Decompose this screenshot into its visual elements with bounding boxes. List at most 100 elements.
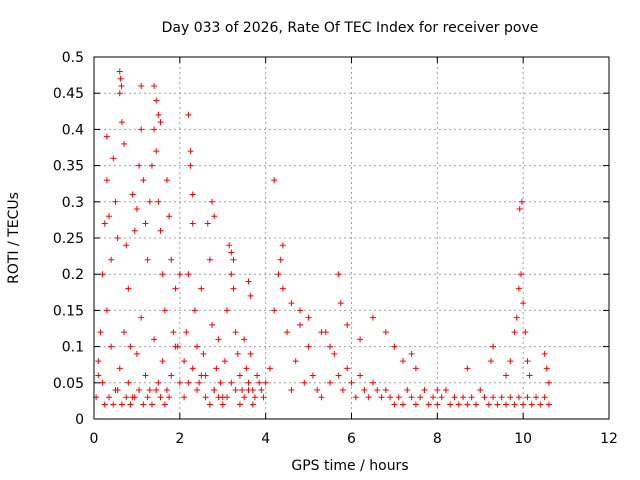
data-point bbox=[239, 387, 246, 394]
x-tick-label: 10 bbox=[514, 431, 532, 447]
x-tick-label: 0 bbox=[90, 431, 99, 447]
data-point bbox=[117, 75, 124, 82]
data-point bbox=[144, 256, 151, 263]
data-point bbox=[400, 401, 406, 408]
data-point bbox=[337, 300, 344, 307]
data-point bbox=[206, 256, 213, 263]
data-point bbox=[151, 82, 158, 89]
data-point bbox=[108, 256, 115, 263]
data-point bbox=[297, 307, 303, 314]
x-tick-label: 12 bbox=[600, 431, 618, 447]
data-point bbox=[455, 401, 462, 408]
data-point bbox=[318, 394, 325, 401]
x-axis-label: GPS time / hours bbox=[291, 458, 408, 474]
data-point bbox=[314, 387, 321, 394]
data-point bbox=[136, 162, 143, 169]
chart-title: Day 033 of 2026, Rate Of TEC Index for r… bbox=[162, 20, 539, 36]
data-point bbox=[256, 379, 263, 386]
data-point bbox=[503, 372, 509, 379]
data-point bbox=[189, 220, 196, 227]
data-point bbox=[369, 314, 376, 321]
data-point bbox=[191, 307, 198, 314]
data-point bbox=[170, 329, 177, 336]
data-point bbox=[243, 365, 250, 372]
data-point bbox=[408, 350, 415, 357]
x-tick-label: 8 bbox=[433, 431, 442, 447]
data-point bbox=[236, 401, 243, 408]
data-point bbox=[357, 372, 364, 379]
data-point bbox=[490, 394, 497, 401]
data-point bbox=[157, 227, 164, 234]
data-point bbox=[189, 365, 196, 372]
data-point bbox=[140, 177, 147, 184]
data-point bbox=[524, 358, 531, 365]
data-point bbox=[245, 387, 252, 394]
data-point bbox=[196, 379, 203, 386]
data-point bbox=[176, 379, 183, 386]
data-point bbox=[95, 358, 102, 365]
data-point bbox=[209, 198, 216, 205]
data-point bbox=[522, 329, 529, 336]
data-point bbox=[271, 307, 278, 314]
data-point bbox=[344, 365, 351, 372]
data-point bbox=[234, 350, 241, 357]
data-point bbox=[524, 394, 531, 401]
data-point bbox=[187, 148, 194, 155]
data-point bbox=[155, 198, 162, 205]
data-point bbox=[490, 343, 497, 350]
data-point bbox=[451, 394, 458, 401]
data-point bbox=[148, 401, 155, 408]
data-point bbox=[365, 394, 372, 401]
data-point bbox=[144, 394, 151, 401]
data-point bbox=[541, 394, 548, 401]
data-point bbox=[335, 372, 342, 379]
data-point bbox=[516, 206, 523, 213]
data-point bbox=[181, 358, 188, 365]
data-point bbox=[487, 358, 494, 365]
data-point bbox=[213, 365, 220, 372]
data-point bbox=[258, 387, 265, 394]
data-point bbox=[408, 394, 415, 401]
data-point bbox=[118, 119, 125, 126]
data-point bbox=[118, 401, 125, 408]
data-point bbox=[520, 300, 527, 307]
data-point bbox=[116, 365, 123, 372]
data-point bbox=[404, 387, 411, 394]
data-point bbox=[125, 285, 132, 292]
data-point bbox=[121, 140, 128, 147]
data-point bbox=[138, 82, 145, 89]
x-tick-label: 2 bbox=[175, 431, 184, 447]
data-point bbox=[129, 191, 136, 198]
data-point bbox=[219, 401, 226, 408]
data-point bbox=[202, 394, 209, 401]
x-tick-label: 6 bbox=[347, 431, 356, 447]
axis-ticks: 0 2 4 6 8 10 12 0 0.05 0.1 0.15 0.2 0.25 0.3 0.35 0.4 0.… bbox=[53, 50, 618, 447]
data-point bbox=[260, 394, 267, 401]
data-point bbox=[153, 148, 160, 155]
data-point bbox=[434, 387, 441, 394]
data-point bbox=[211, 387, 218, 394]
y-tick-label: 0.05 bbox=[53, 376, 84, 392]
data-point bbox=[181, 394, 188, 401]
data-point bbox=[187, 162, 194, 169]
data-point bbox=[99, 379, 106, 386]
data-point bbox=[247, 292, 254, 299]
data-point bbox=[103, 133, 110, 140]
y-tick-label: 0.1 bbox=[62, 340, 84, 356]
data-point bbox=[189, 191, 196, 198]
x-tick-label: 4 bbox=[261, 431, 270, 447]
data-point bbox=[485, 401, 492, 408]
data-point bbox=[157, 119, 164, 126]
data-point bbox=[138, 314, 145, 321]
y-axis-label: ROTI / TECUs bbox=[6, 192, 22, 284]
data-point bbox=[421, 387, 428, 394]
grid-lines bbox=[94, 57, 609, 419]
data-point bbox=[412, 365, 419, 372]
data-point bbox=[166, 213, 173, 220]
data-point bbox=[464, 401, 471, 408]
data-point bbox=[153, 387, 160, 394]
data-point bbox=[215, 336, 222, 343]
data-point bbox=[146, 198, 153, 205]
data-point bbox=[438, 394, 445, 401]
data-point bbox=[228, 379, 235, 386]
